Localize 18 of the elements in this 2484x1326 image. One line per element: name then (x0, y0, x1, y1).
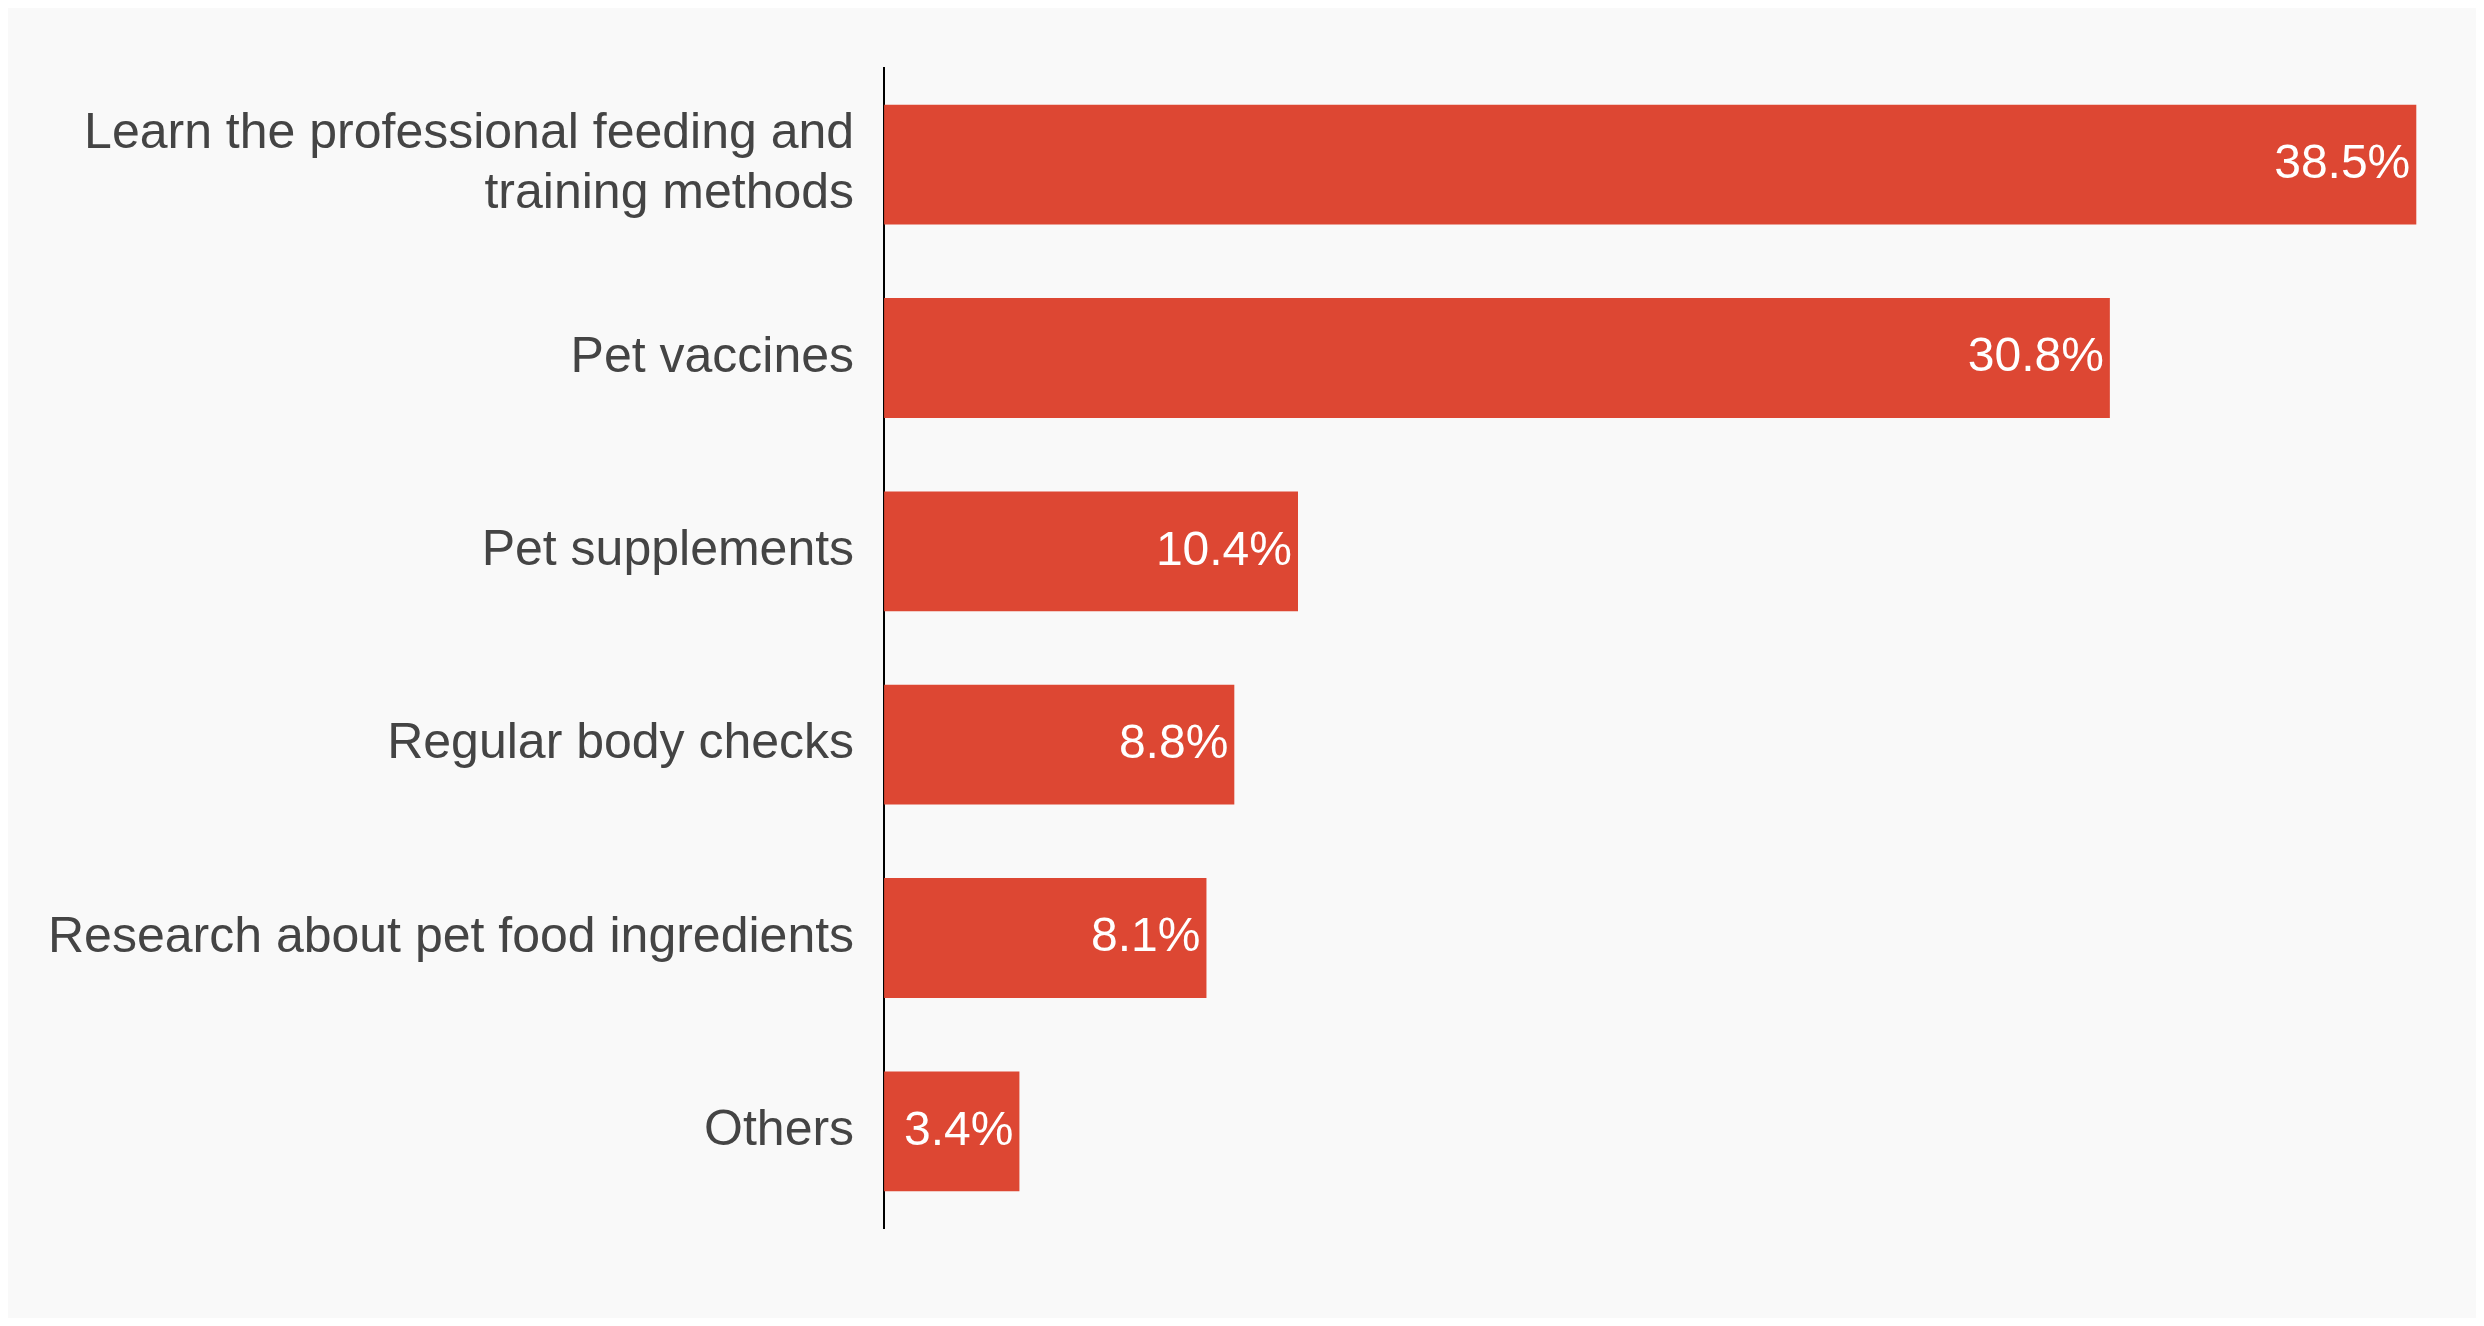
bar (884, 491, 1298, 612)
bar (884, 878, 1207, 998)
data-label: 30.8% (1967, 328, 2104, 382)
data-label: 3.4% (904, 1101, 1014, 1155)
data-label: 8.1% (1091, 908, 1201, 962)
y-tick-label: Pet supplements (481, 520, 855, 577)
bar (884, 1071, 1020, 1192)
bar (884, 298, 2110, 418)
y-tick-label: Regular body checks (387, 713, 855, 770)
y-tick-label: Pet vaccines (570, 326, 855, 383)
data-label: 38.5% (2274, 134, 2411, 188)
y-tick-label: Research about pet food ingredients (47, 906, 855, 963)
y-tick-label: Others (704, 1100, 855, 1157)
data-label: 10.4% (1155, 521, 1292, 575)
y-tick-label: Learn the professional feeding and training methods (84, 103, 855, 220)
bar (884, 104, 2417, 225)
data-label: 8.8% (1118, 714, 1229, 768)
bar (884, 684, 1235, 805)
